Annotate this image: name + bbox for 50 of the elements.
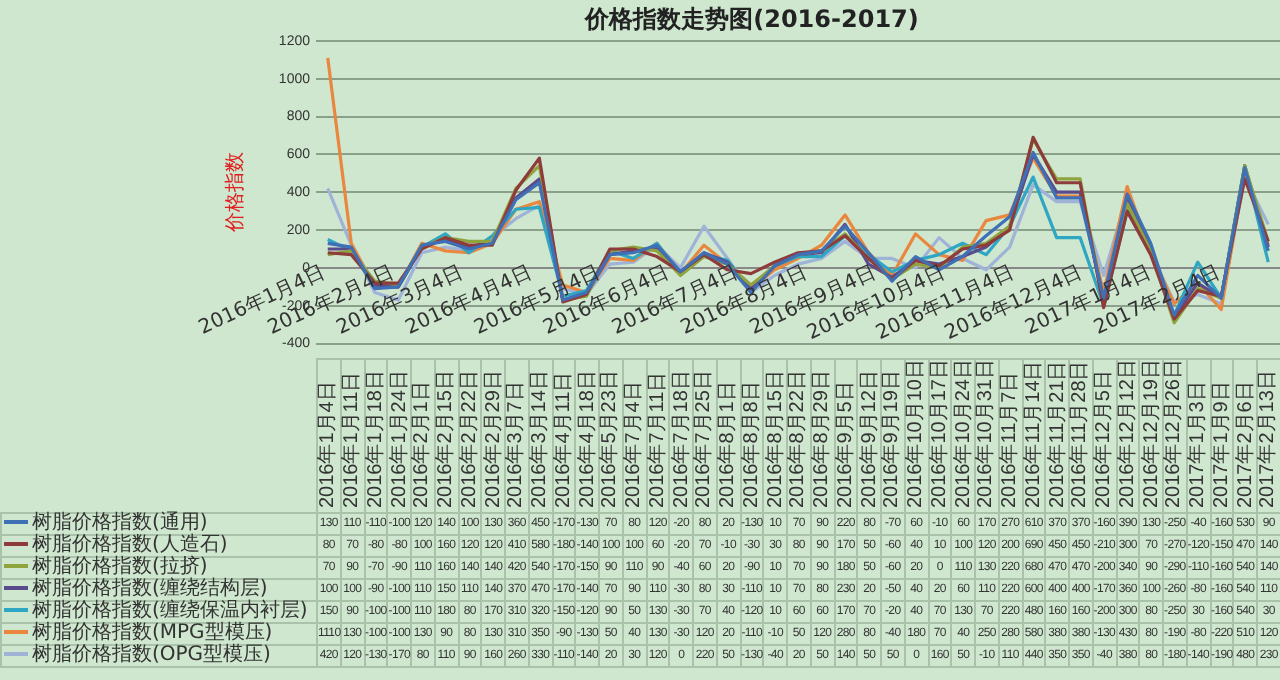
x-tick-label: 2016年2月15日: [435, 370, 458, 508]
x-tick-label: 2016年2月1日: [411, 381, 434, 508]
chart-title: 价格指数走势图(2016-2017): [583, 4, 919, 33]
x-tick-label: 2016年3月7日: [505, 381, 528, 508]
x-tick-label: 2016年8月15日: [764, 370, 787, 508]
x-tick-label: 2016年8月8日: [740, 381, 763, 508]
x-tick-label: 2016年7月25日: [693, 370, 716, 508]
x-tick-label: 2016年11月7日: [999, 371, 1022, 508]
x-tick-label: 2016年7月4日: [623, 381, 646, 508]
legend-label: 树脂价格指数(缠绕保温内衬层): [1, 600, 317, 623]
x-tick-label: 2016年3月14日: [529, 370, 552, 508]
x-tick-label: 2016年1月24日: [388, 370, 411, 508]
x-tick-label: 2016年11月21日: [1046, 360, 1069, 508]
x-tick-label: 2017年1月3日: [1187, 381, 1210, 508]
x-tick-label: 2016年8月29日: [811, 370, 834, 508]
x-tick-label: 2016年7月11日: [646, 371, 669, 508]
x-tick-label: 2017年2月6日: [1234, 381, 1257, 508]
x-tick-label: 2016年1月11日: [341, 371, 364, 508]
x-tick-label: 2016年2月29日: [482, 370, 505, 508]
x-tick-label: 2016年11月28日: [1069, 360, 1092, 508]
x-tick-label: 2016年10月24日: [952, 359, 975, 508]
x-tick-label: 2016年12月19日: [1140, 359, 1163, 508]
x-tick-label: 2016年11月14日: [1022, 360, 1045, 508]
legend-label: 树脂价格指数(OPG型模压): [1, 644, 317, 667]
x-tick-label: 2016年10月10日: [905, 359, 928, 508]
x-tick-label: 2016年12月12日: [1116, 359, 1139, 508]
x-tick-label: 2016年10月31日: [975, 359, 998, 508]
x-tick-label: 2016年8月1日: [717, 381, 740, 508]
x-tick-label: 2016年8月22日: [787, 370, 810, 508]
y-axis-title: 价格指数: [223, 152, 248, 235]
legend-label: 树脂价格指数(拉挤): [1, 556, 317, 579]
x-tick-label: 2016年12月26日: [1163, 359, 1186, 508]
legend-label: 树脂价格指数(缠绕结构层): [1, 578, 317, 601]
x-tick-label: 2016年5月23日: [599, 370, 622, 508]
x-tick-label: 2016年10月17日: [928, 359, 951, 508]
legend-label: 树脂价格指数(人造石): [1, 534, 317, 557]
x-tick-label: 2016年2月22日: [458, 370, 481, 508]
x-tick-label: 2016年4月18日: [576, 370, 599, 508]
x-tick-label: 2016年9月19日: [881, 370, 904, 508]
x-tick-label: 2016年12月5日: [1093, 370, 1116, 508]
x-tick-label: 2016年1月4日: [317, 381, 340, 508]
x-tick-label: 2017年2月13日: [1257, 370, 1280, 508]
legend-label: 树脂价格指数(通用): [1, 512, 317, 535]
legend-label: 树脂价格指数(MPG型模压): [1, 622, 317, 645]
x-tick-label: 2016年4月11日: [552, 371, 575, 508]
x-tick-label: 2016年7月18日: [670, 370, 693, 508]
x-tick-label: 2016年9月12日: [858, 370, 881, 508]
x-tick-label: 2016年9月5日: [834, 381, 857, 508]
x-tick-label: 2017年1月9日: [1210, 381, 1233, 508]
x-tick-label: 2016年1月18日: [364, 370, 387, 508]
